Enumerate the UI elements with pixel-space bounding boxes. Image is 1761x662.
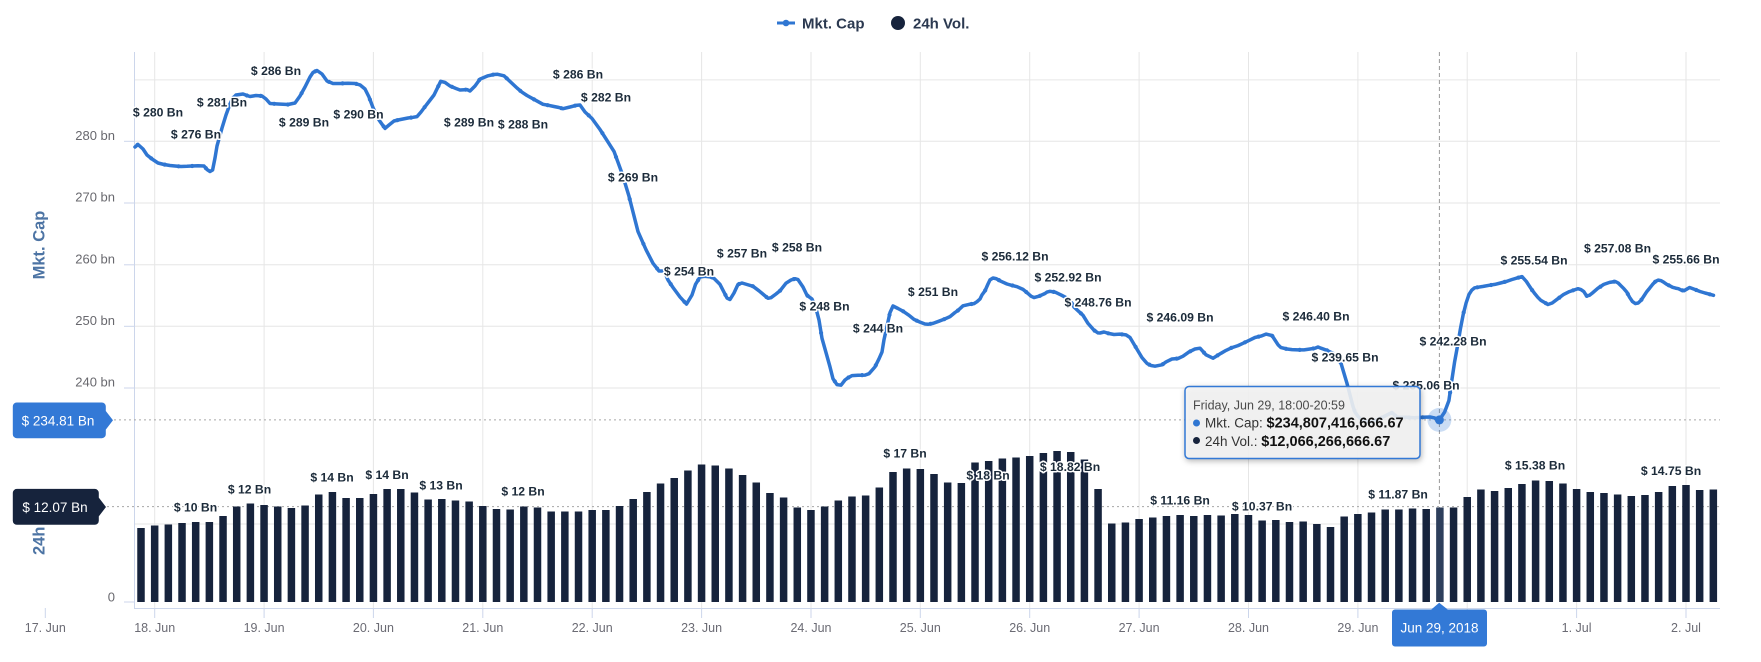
svg-text:27. Jun: 27. Jun xyxy=(1119,621,1160,635)
svg-text:$ 12 Bn: $ 12 Bn xyxy=(228,483,271,497)
svg-text:Friday, Jun 29, 18:00-20:59: Friday, Jun 29, 18:00-20:59 xyxy=(1193,399,1345,413)
svg-text:280 bn: 280 bn xyxy=(75,128,115,143)
svg-text:240 bn: 240 bn xyxy=(75,375,115,390)
svg-text:$ 17 Bn: $ 17 Bn xyxy=(883,447,926,461)
svg-text:24. Jun: 24. Jun xyxy=(790,621,831,635)
svg-text:Mkt. Cap: Mkt. Cap xyxy=(802,16,865,33)
svg-text:$ 18 Bn: $ 18 Bn xyxy=(966,469,1009,483)
svg-text:$ 286 Bn: $ 286 Bn xyxy=(553,68,603,82)
svg-text:$ 14 Bn: $ 14 Bn xyxy=(365,468,408,482)
svg-text:21. Jun: 21. Jun xyxy=(462,621,503,635)
svg-text:$ 234.81 Bn: $ 234.81 Bn xyxy=(22,413,95,428)
svg-text:$ 255.54 Bn: $ 255.54 Bn xyxy=(1500,254,1567,268)
svg-text:0: 0 xyxy=(108,590,115,605)
svg-text:29. Jun: 29. Jun xyxy=(1337,621,1378,635)
svg-text:$ 11.87 Bn: $ 11.87 Bn xyxy=(1368,488,1428,502)
svg-text:$ 14.75 Bn: $ 14.75 Bn xyxy=(1641,464,1701,478)
svg-text:$ 13 Bn: $ 13 Bn xyxy=(419,479,462,493)
svg-text:1. Jul: 1. Jul xyxy=(1562,621,1592,635)
svg-text:260 bn: 260 bn xyxy=(75,251,115,266)
svg-text:270 bn: 270 bn xyxy=(75,190,115,205)
svg-text:$ 257 Bn: $ 257 Bn xyxy=(717,247,767,261)
svg-text:$ 256.12 Bn: $ 256.12 Bn xyxy=(981,250,1048,264)
svg-text:$ 257.08 Bn: $ 257.08 Bn xyxy=(1584,242,1651,256)
svg-text:24h Vol.: 24h Vol. xyxy=(913,16,969,33)
svg-text:22. Jun: 22. Jun xyxy=(572,621,613,635)
svg-text:$ 248.76 Bn: $ 248.76 Bn xyxy=(1064,296,1131,310)
svg-text:$ 11.16 Bn: $ 11.16 Bn xyxy=(1150,494,1210,508)
svg-text:$ 281 Bn: $ 281 Bn xyxy=(197,96,247,110)
svg-text:Jun 29, 2018: Jun 29, 2018 xyxy=(1400,621,1478,636)
svg-text:19. Jun: 19. Jun xyxy=(244,621,285,635)
svg-text:$ 12 Bn: $ 12 Bn xyxy=(501,485,544,499)
svg-text:$ 255.66 Bn: $ 255.66 Bn xyxy=(1652,253,1719,267)
svg-text:2. Jul: 2. Jul xyxy=(1671,621,1701,635)
svg-text:$ 10 Bn: $ 10 Bn xyxy=(174,501,217,515)
svg-text:25. Jun: 25. Jun xyxy=(900,621,941,635)
svg-text:23. Jun: 23. Jun xyxy=(681,621,722,635)
svg-text:$ 286 Bn: $ 286 Bn xyxy=(251,64,301,78)
svg-text:$ 288 Bn: $ 288 Bn xyxy=(498,118,548,132)
svg-text:$ 242.28 Bn: $ 242.28 Bn xyxy=(1419,335,1486,349)
svg-text:$ 282 Bn: $ 282 Bn xyxy=(581,91,631,105)
svg-text:$ 289 Bn: $ 289 Bn xyxy=(444,116,494,130)
svg-text:$ 14 Bn: $ 14 Bn xyxy=(310,471,353,485)
svg-text:$ 251 Bn: $ 251 Bn xyxy=(908,285,958,299)
svg-text:$ 248 Bn: $ 248 Bn xyxy=(799,300,849,314)
svg-text:250 bn: 250 bn xyxy=(75,313,115,328)
svg-text:$ 246.40 Bn: $ 246.40 Bn xyxy=(1282,310,1349,324)
svg-text:$ 18.82 Bn: $ 18.82 Bn xyxy=(1040,460,1100,474)
svg-text:$ 10.37 Bn: $ 10.37 Bn xyxy=(1232,500,1292,514)
svg-text:$ 15.38 Bn: $ 15.38 Bn xyxy=(1505,459,1565,473)
svg-text:17. Jun: 17. Jun xyxy=(25,621,66,635)
svg-text:$ 246.09 Bn: $ 246.09 Bn xyxy=(1146,311,1213,325)
svg-text:$ 12.07 Bn: $ 12.07 Bn xyxy=(22,500,87,515)
svg-text:Mkt. Cap: $234,807,416,666.67: Mkt. Cap: $234,807,416,666.67 xyxy=(1205,416,1404,432)
svg-text:$ 290 Bn: $ 290 Bn xyxy=(333,108,383,122)
svg-text:$ 239.65 Bn: $ 239.65 Bn xyxy=(1311,351,1378,365)
svg-text:$ 280 Bn: $ 280 Bn xyxy=(133,106,183,120)
svg-text:$ 254 Bn: $ 254 Bn xyxy=(664,265,714,279)
svg-text:20. Jun: 20. Jun xyxy=(353,621,394,635)
svg-text:$ 244 Bn: $ 244 Bn xyxy=(853,322,903,336)
svg-text:28. Jun: 28. Jun xyxy=(1228,621,1269,635)
svg-text:26. Jun: 26. Jun xyxy=(1009,621,1050,635)
svg-text:$ 269 Bn: $ 269 Bn xyxy=(608,171,658,185)
svg-text:18. Jun: 18. Jun xyxy=(134,621,175,635)
svg-text:24h Vol.: $12,066,266,666.67: 24h Vol.: $12,066,266,666.67 xyxy=(1205,434,1390,450)
svg-text:$ 258 Bn: $ 258 Bn xyxy=(772,241,822,255)
svg-text:Mkt. Cap: Mkt. Cap xyxy=(31,211,49,280)
svg-text:$ 289 Bn: $ 289 Bn xyxy=(279,116,329,130)
svg-text:$ 276 Bn: $ 276 Bn xyxy=(171,128,221,142)
svg-text:$ 252.92 Bn: $ 252.92 Bn xyxy=(1034,271,1101,285)
